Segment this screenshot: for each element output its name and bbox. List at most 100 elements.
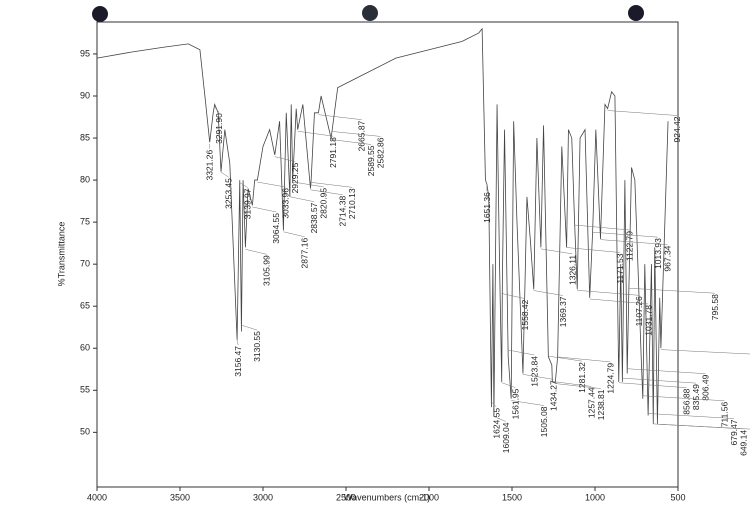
peak-label: 1369.37	[558, 296, 568, 327]
peak-leader	[592, 231, 658, 238]
peak-label: 2838.57	[309, 202, 319, 233]
y-tick-label: 65	[80, 301, 90, 311]
peak-label: 1107.26	[634, 296, 644, 326]
peak-label: 1609.04	[501, 422, 511, 453]
peak-leader	[332, 131, 381, 137]
peak-leader	[289, 196, 315, 202]
peak-label: 2820.95	[319, 188, 329, 219]
peak-label: 1651.36	[482, 192, 492, 223]
x-tick-label: 3000	[253, 492, 273, 502]
peak-leader	[552, 381, 592, 387]
punch-hole	[362, 5, 378, 21]
peak-leader	[501, 382, 516, 388]
peak-label: 3321.26	[205, 150, 215, 181]
peak-label: 2582.86	[376, 137, 386, 168]
peak-label: 1561.95	[510, 388, 520, 419]
peak-leader	[310, 189, 343, 196]
y-tick-label: 95	[80, 48, 90, 58]
y-tick-label: 85	[80, 132, 90, 142]
x-tick-label: 3500	[170, 492, 190, 502]
peak-leader	[511, 400, 544, 406]
peak-label: 3291.90	[214, 113, 224, 144]
punch-hole	[628, 5, 644, 21]
peak-leader	[257, 181, 286, 188]
y-tick-label: 70	[80, 259, 90, 269]
peak-leader	[607, 110, 677, 116]
x-tick-label: 2500	[336, 492, 356, 502]
peak-leader	[507, 349, 535, 356]
peak-leader	[274, 156, 296, 162]
y-tick-label: 75	[80, 217, 90, 227]
peak-label: 3033.96	[281, 188, 291, 219]
peak-label: 1523.84	[529, 356, 539, 387]
peak-leader	[600, 239, 668, 245]
peak-leader	[241, 324, 258, 331]
peak-leader	[574, 224, 630, 231]
peak-leader	[502, 293, 525, 299]
peak-label: 1013.93	[653, 238, 663, 269]
peak-leader	[236, 339, 239, 346]
peak-leader	[331, 139, 372, 145]
peak-leader	[566, 247, 620, 253]
peak-leader	[533, 290, 563, 296]
peak-leader	[557, 356, 611, 363]
peak-label: 1326.11	[567, 255, 577, 285]
peak-label: 1031.78	[643, 305, 653, 336]
peak-leader	[252, 206, 277, 213]
peak-label: 3130.55	[252, 331, 262, 362]
spectrum-line	[96, 27, 669, 424]
peak-leader	[628, 287, 715, 294]
peak-label: 2877.16	[300, 238, 310, 269]
peak-label: 711.56	[719, 402, 729, 428]
y-tick-label: 55	[80, 385, 90, 395]
peak-label: 856.88	[681, 388, 691, 414]
peak-leader	[618, 382, 687, 388]
peak-leader	[548, 355, 582, 362]
peak-leader	[239, 182, 248, 188]
peak-leader	[318, 114, 362, 120]
peak-label: 795.58	[710, 294, 720, 320]
peak-label: 924.42	[672, 116, 682, 142]
x-tick-label: 1500	[502, 492, 522, 502]
peak-label: 3105.99	[262, 255, 272, 286]
peak-label: 1257.44	[586, 387, 596, 418]
peak-label: 1624.55	[491, 408, 501, 439]
peak-label: 1122.79	[624, 231, 634, 261]
peak-label: 623.81	[748, 430, 750, 456]
peak-leader	[283, 231, 305, 238]
peak-label: 1171.53	[615, 253, 625, 283]
peak-leader	[220, 171, 229, 178]
peak-leader	[491, 401, 497, 408]
peak-label: 1558.42	[520, 299, 530, 330]
peak-label: 679.47	[729, 419, 739, 445]
peak-leader	[493, 416, 506, 422]
peak-label: 1434.27	[548, 380, 558, 411]
peak-leader	[297, 130, 334, 137]
peak-label: 1224.79	[605, 363, 615, 394]
y-axis-label: %Transmittance	[56, 222, 66, 287]
y-tick-label: 60	[80, 343, 90, 353]
peak-leader	[589, 298, 649, 305]
peak-leader	[522, 374, 554, 380]
peak-label: 2665.87	[357, 120, 367, 151]
peak-label: 3139.97	[243, 188, 253, 219]
peak-leader	[311, 182, 353, 188]
x-tick-label: 500	[670, 492, 685, 502]
peak-leader	[540, 248, 573, 255]
peak-leader	[245, 249, 267, 255]
y-tick-label: 80	[80, 174, 90, 184]
y-tick-label: 90	[80, 90, 90, 100]
x-tick-label: 4000	[87, 492, 107, 502]
peak-leader	[642, 395, 725, 402]
plot-frame	[96, 21, 679, 488]
peak-label: 967.34	[662, 245, 672, 271]
peak-label: 835.49	[691, 384, 701, 410]
x-axis-label: Wavenumbers (cm-1)	[344, 492, 430, 502]
peak-leader	[292, 181, 324, 188]
peak-label: 2791.18	[328, 137, 338, 168]
peak-leader	[214, 107, 220, 113]
peak-label: 2710.13	[347, 188, 357, 219]
x-tick-label: 2000	[419, 492, 439, 502]
peak-label: 2929.25	[290, 162, 300, 193]
peak-label: 3156.47	[233, 346, 243, 377]
